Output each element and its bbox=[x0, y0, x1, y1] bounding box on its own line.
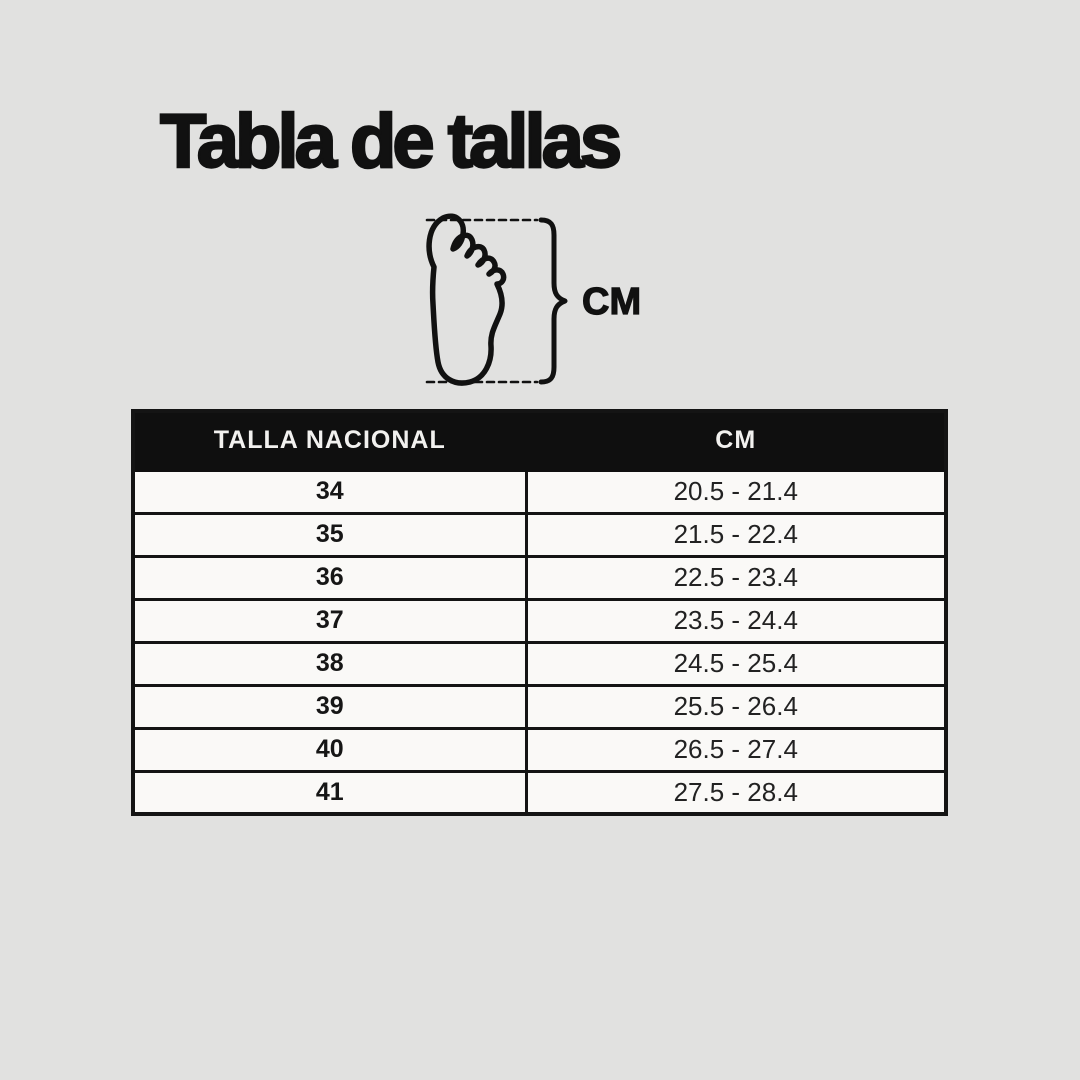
table-row: 37 23.5 - 24.4 bbox=[131, 597, 948, 644]
table-row: 38 24.5 - 25.4 bbox=[131, 640, 948, 687]
size-cell: 39 bbox=[131, 683, 528, 730]
page-title: Tabla de tallas bbox=[159, 99, 624, 184]
size-cell: 35 bbox=[131, 511, 528, 558]
header-talla-nacional: TALLA NACIONAL bbox=[131, 409, 528, 472]
table-row: 40 26.5 - 27.4 bbox=[131, 726, 948, 773]
table-row: 34 20.5 - 21.4 bbox=[131, 468, 948, 515]
table-row: 36 22.5 - 23.4 bbox=[131, 554, 948, 601]
size-cell: 40 bbox=[131, 726, 528, 773]
foot-outline-icon bbox=[426, 213, 507, 386]
size-cell: 41 bbox=[131, 769, 528, 816]
unit-label: CM bbox=[581, 281, 642, 323]
cm-range-cell: 24.5 - 25.4 bbox=[524, 640, 948, 687]
cm-range-cell: 27.5 - 28.4 bbox=[524, 769, 948, 816]
cm-range-cell: 25.5 - 26.4 bbox=[524, 683, 948, 730]
cm-range-cell: 23.5 - 24.4 bbox=[524, 597, 948, 644]
cm-range-cell: 26.5 - 27.4 bbox=[524, 726, 948, 773]
curly-brace-icon bbox=[538, 217, 568, 385]
header-cm: CM bbox=[524, 409, 948, 472]
size-cell: 37 bbox=[131, 597, 528, 644]
table-row: 39 25.5 - 26.4 bbox=[131, 683, 948, 730]
foot-measure-figure: CM bbox=[413, 205, 673, 400]
table-row: 41 27.5 - 28.4 bbox=[131, 769, 948, 816]
cm-range-cell: 20.5 - 21.4 bbox=[524, 468, 948, 515]
size-table-body: 34 20.5 - 21.4 35 21.5 - 22.4 36 22.5 - 23.4 3… bbox=[131, 468, 948, 816]
cm-range-cell: 21.5 - 22.4 bbox=[524, 511, 948, 558]
size-table: TALLA NACIONAL CM 34 20.5 - 21.4 35 21.5 - … bbox=[131, 409, 948, 816]
size-table-header: TALLA NACIONAL CM bbox=[131, 409, 948, 472]
table-row: 35 21.5 - 22.4 bbox=[131, 511, 948, 558]
size-cell: 34 bbox=[131, 468, 528, 515]
cm-range-cell: 22.5 - 23.4 bbox=[524, 554, 948, 601]
header-row: TALLA NACIONAL CM bbox=[131, 409, 948, 472]
foot-measure-illustration bbox=[425, 213, 568, 386]
size-cell: 38 bbox=[131, 640, 528, 687]
size-cell: 36 bbox=[131, 554, 528, 601]
